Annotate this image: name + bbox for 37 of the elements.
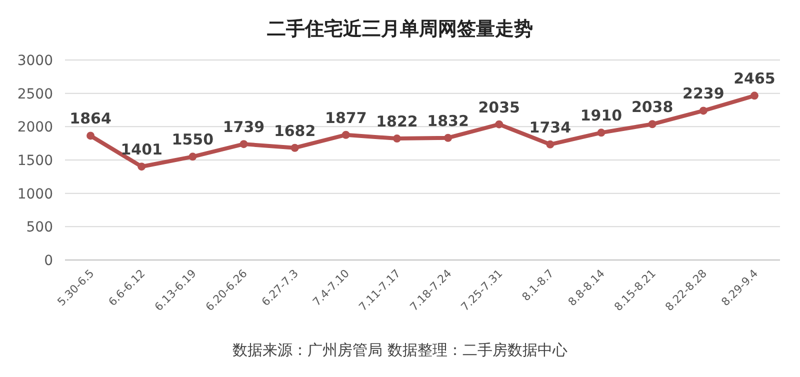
data-label: 1877: [325, 108, 367, 127]
data-label: 1401: [120, 140, 162, 159]
y-tick-label: 0: [44, 253, 53, 269]
point: [290, 144, 299, 152]
data-label: 1864: [70, 110, 112, 128]
data-label: 2239: [682, 84, 724, 103]
point: [699, 106, 708, 115]
y-tick-label: 2500: [17, 86, 53, 102]
y-tick-label: 500: [26, 220, 53, 236]
point: [138, 162, 146, 171]
data-label: 1739: [222, 118, 265, 136]
y-tick-label: 1000: [17, 186, 53, 202]
point: [495, 120, 504, 128]
point: [342, 130, 350, 139]
data-label: 1832: [427, 112, 469, 130]
point: [188, 152, 197, 161]
data-label: 1550: [172, 130, 214, 149]
y-tick-label: 3000: [17, 53, 53, 69]
y-tick-label: 1500: [17, 153, 53, 169]
point: [546, 140, 554, 148]
point: [392, 134, 401, 143]
data-label: 1734: [529, 118, 572, 136]
point: [444, 134, 452, 142]
data-label: 2038: [631, 98, 674, 116]
point: [648, 120, 656, 128]
data-label: 2035: [478, 98, 520, 116]
data-label: 1910: [580, 106, 622, 125]
y-tick-label: 2000: [17, 120, 53, 136]
point: [240, 140, 248, 148]
source-note: 数据来源：广州房管局 数据整理：二手房数据中心: [232, 341, 568, 359]
point: [750, 92, 758, 100]
data-label: 1822: [376, 112, 418, 131]
data-label: 2465: [734, 70, 776, 88]
point: [597, 128, 606, 137]
data-label: 1682: [274, 122, 316, 140]
point: [86, 132, 95, 140]
chart-title: 二手住宅近三月单周网签量走势: [267, 18, 533, 40]
